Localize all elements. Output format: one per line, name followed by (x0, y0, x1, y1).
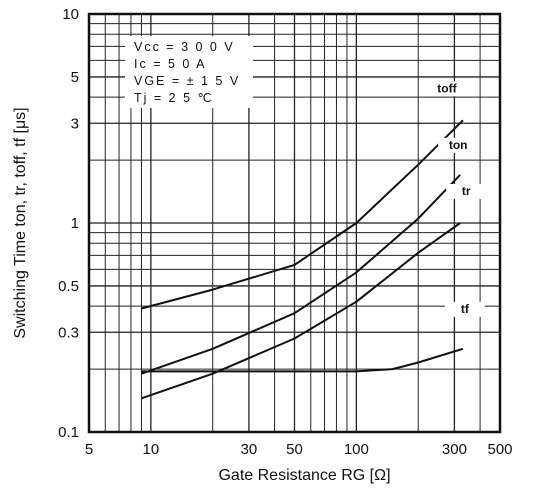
x-tick-label: 10 (143, 441, 160, 458)
series-label-tf: tf (461, 302, 470, 316)
conditions-bg (125, 36, 253, 108)
series-label-bg (444, 301, 485, 317)
series-label-bg (426, 81, 467, 97)
series-line-toff (141, 119, 464, 310)
condition-line: VGE = ± 1 5 V (134, 74, 240, 88)
condition-line: Vcc = 3 0 0 V (134, 40, 235, 54)
y-tick-label: 0.1 (58, 424, 79, 441)
series-line-ton (141, 174, 461, 375)
y-tick-label: 0.5 (58, 278, 79, 295)
y-tick-label: 5 (71, 69, 79, 86)
y-tick-label: 10 (62, 6, 79, 23)
condition-line: Ic = 5 0 A (134, 57, 206, 71)
x-tick-label: 5 (85, 441, 93, 458)
y-tick-label: 1 (71, 215, 79, 232)
y-tick-label: 0.3 (58, 324, 79, 341)
x-axis-label: Gate Resistance RG [Ω] (218, 467, 390, 484)
condition-line: Tj = 2 5 ℃ (134, 91, 214, 105)
series-lines (141, 119, 464, 400)
y-tick-label: 3 (71, 115, 79, 132)
x-tick-label: 100 (344, 441, 369, 458)
x-tick-label: 30 (241, 441, 258, 458)
x-tick-label: 50 (286, 441, 303, 458)
x-tick-label: 500 (487, 441, 512, 458)
conditions-box: Vcc = 3 0 0 V Ic = 5 0 A VGE = ± 1 5 V Tj =… (125, 36, 253, 108)
series-label-ton: ton (449, 138, 468, 152)
x-tick-label: 300 (442, 441, 467, 458)
series-label-toff: toff (437, 81, 457, 95)
series-line-tr (141, 222, 461, 400)
series-label-bg (446, 184, 487, 199)
series-line-tf (141, 347, 464, 373)
x-tick-labels: 5 10 30 50 100 300 500 (85, 441, 513, 458)
series-labels: toff ton tr tf (426, 81, 487, 317)
plot-frame (87, 12, 502, 434)
series-label-bg (438, 137, 479, 153)
y-tick-labels: 0.1 0.3 0.5 1 3 5 10 (58, 6, 79, 441)
series-label-tr: tr (462, 184, 471, 198)
y-axis-label: Switching Time ton, tr, toff, tf [μs] (12, 107, 29, 338)
